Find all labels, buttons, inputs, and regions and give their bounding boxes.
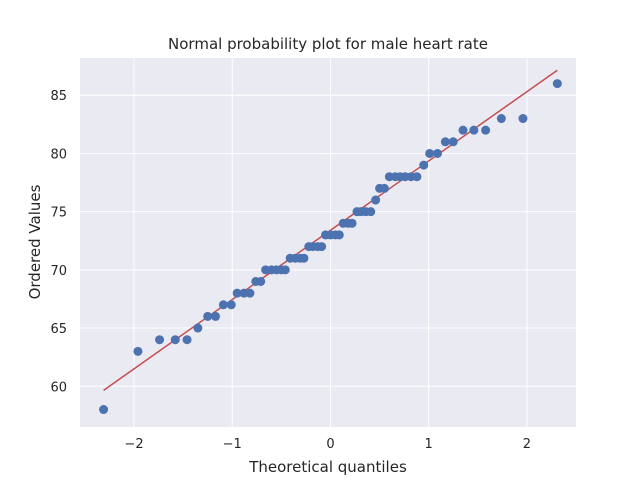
data-point <box>182 335 192 345</box>
data-point <box>469 125 479 135</box>
data-point <box>245 288 255 298</box>
data-point <box>99 405 109 415</box>
data-points <box>99 79 562 415</box>
x-tick-label: 1 <box>425 437 433 452</box>
y-tick-label: 85 <box>50 89 67 104</box>
data-point <box>458 125 468 135</box>
data-point <box>419 160 429 170</box>
data-point <box>211 311 221 321</box>
x-axis-label: Theoretical quantiles <box>248 458 407 476</box>
data-point <box>379 183 389 193</box>
data-point <box>347 218 357 228</box>
data-point <box>448 137 458 147</box>
data-point <box>232 288 242 298</box>
data-point <box>299 253 309 263</box>
x-tick-label: 2 <box>523 437 531 452</box>
data-point <box>433 148 443 158</box>
data-point <box>280 265 290 275</box>
data-point <box>371 195 381 205</box>
x-tick-label: 0 <box>326 437 334 452</box>
data-point <box>552 79 562 89</box>
y-tick-label: 65 <box>50 322 67 337</box>
data-point <box>193 323 203 333</box>
data-point <box>440 137 450 147</box>
data-point <box>481 125 491 135</box>
reference-line-group <box>103 69 558 391</box>
y-tick-label: 70 <box>50 264 67 279</box>
data-point <box>226 300 236 310</box>
y-axis-label: Ordered Values <box>26 184 44 299</box>
chart-title: Normal probability plot for male heart r… <box>168 35 488 53</box>
plot-background <box>80 58 576 427</box>
data-point <box>170 335 180 345</box>
x-tick-label: −1 <box>223 437 242 452</box>
x-tick-labels: −2 −1 0 1 2 <box>124 437 531 452</box>
x-tick-label: −2 <box>124 437 143 452</box>
y-tick-label: 60 <box>50 380 67 395</box>
gridlines <box>80 58 576 427</box>
data-point <box>218 300 228 310</box>
data-point <box>334 230 344 240</box>
data-point <box>496 114 506 124</box>
data-point <box>317 242 327 252</box>
reference-line <box>103 69 558 391</box>
y-tick-labels: 60 65 70 75 80 85 <box>50 89 67 395</box>
data-point <box>518 114 528 124</box>
data-point <box>366 207 376 217</box>
data-point <box>425 148 435 158</box>
data-point <box>256 276 266 286</box>
y-tick-label: 80 <box>50 147 67 162</box>
data-point <box>133 346 143 356</box>
data-point <box>412 172 422 182</box>
data-point <box>155 335 165 345</box>
data-point <box>203 311 213 321</box>
y-tick-label: 75 <box>50 206 67 221</box>
